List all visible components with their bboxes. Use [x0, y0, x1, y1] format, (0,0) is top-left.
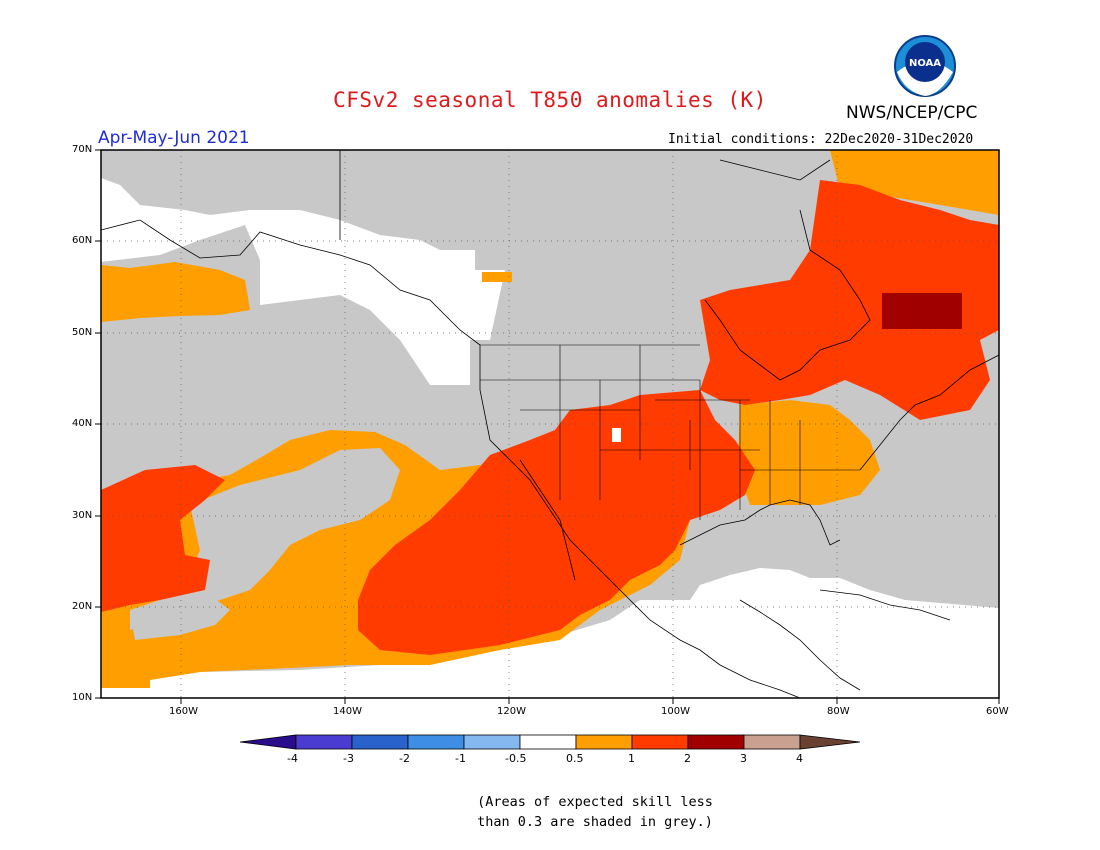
orange-area-east-us [738, 400, 880, 505]
lat-label: 50N [72, 327, 93, 338]
state-borders [480, 344, 860, 520]
colorbar-label: 2 [684, 752, 691, 765]
tick-marks [95, 149, 1000, 704]
colorbar-label: -3 [343, 752, 354, 765]
colorbar [239, 734, 861, 750]
season-label: Apr-May-Jun 2021 [98, 128, 250, 148]
orange-area-bc [482, 272, 512, 282]
lat-label: 70N [72, 144, 93, 155]
red-area-canada-east [700, 180, 999, 420]
footnote-line: (Areas of expected skill less [477, 794, 713, 810]
red-area-subtropical-pacific [101, 465, 225, 612]
lon-label: 100W [661, 706, 690, 717]
colorbar-label: 1 [628, 752, 635, 765]
lon-label: 80W [827, 706, 850, 717]
colorbar-label: -1 [455, 752, 466, 765]
colorbar-label: -2 [399, 752, 410, 765]
map-shading [101, 150, 999, 698]
noaa-logo-icon: NOAA [894, 35, 956, 97]
lon-label: 120W [497, 706, 526, 717]
lon-label: 60W [986, 706, 1009, 717]
lon-label: 160W [169, 706, 198, 717]
graticule [101, 150, 999, 698]
lat-label: 20N [72, 601, 93, 612]
orange-area-aleutian [101, 262, 250, 322]
white-area-south [101, 568, 999, 698]
white-area-alaska [101, 150, 505, 385]
red-area-baja-southwest [358, 390, 755, 655]
coastlines [101, 150, 999, 698]
initial-conditions-label: Initial conditions: 22Dec2020-31Dec2020 [668, 132, 974, 147]
dark-red-area-quebec [882, 293, 962, 329]
lat-label: 40N [72, 418, 93, 429]
colorbar-label: 4 [796, 752, 803, 765]
svg-text:NOAA: NOAA [909, 58, 941, 69]
orange-area-greenland [830, 150, 999, 215]
lon-label: 140W [333, 706, 362, 717]
map-title: CFSv2 seasonal T850 anomalies (K) [333, 88, 767, 112]
footnote-line: than 0.3 are shaded in grey.) [477, 814, 713, 830]
footnote: (Areas of expected skill less than 0.3 a… [0, 792, 1100, 832]
white-area-spot [612, 428, 621, 442]
lat-label: 30N [72, 510, 93, 521]
colorbar-label: -0.5 [505, 752, 527, 765]
colorbar-label: 0.5 [566, 752, 584, 765]
grey-area-hawaii [130, 595, 230, 640]
colorbar-label: -4 [287, 752, 298, 765]
lat-label: 10N [72, 692, 93, 703]
lat-label: 60N [72, 235, 93, 246]
colorbar-label: 3 [740, 752, 747, 765]
agency-label: NWS/NCEP/CPC [846, 103, 978, 123]
